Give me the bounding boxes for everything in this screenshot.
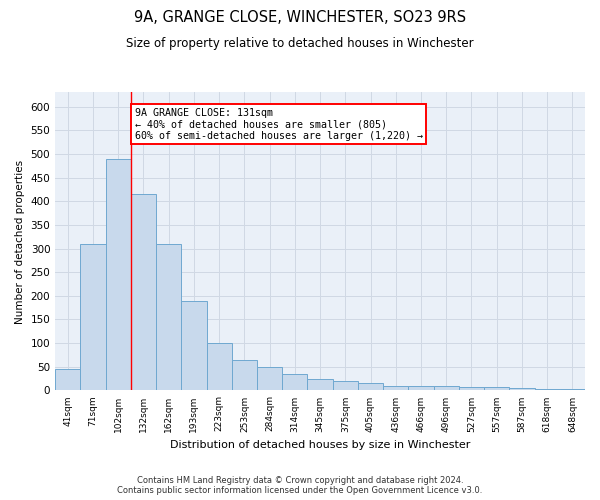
Text: 9A, GRANGE CLOSE, WINCHESTER, SO23 9RS: 9A, GRANGE CLOSE, WINCHESTER, SO23 9RS <box>134 10 466 25</box>
Bar <box>409 386 434 390</box>
X-axis label: Distribution of detached houses by size in Winchester: Distribution of detached houses by size … <box>170 440 470 450</box>
Bar <box>484 387 509 390</box>
Bar <box>434 386 459 390</box>
Bar <box>307 378 332 390</box>
Text: 9A GRANGE CLOSE: 131sqm
← 40% of detached houses are smaller (805)
60% of semi-d: 9A GRANGE CLOSE: 131sqm ← 40% of detache… <box>134 108 422 141</box>
Bar <box>535 388 560 390</box>
Bar <box>509 388 535 390</box>
Bar <box>106 158 131 390</box>
Text: Size of property relative to detached houses in Winchester: Size of property relative to detached ho… <box>126 38 474 51</box>
Bar <box>560 389 585 390</box>
Bar <box>206 343 232 390</box>
Bar <box>232 360 257 390</box>
Bar <box>459 386 484 390</box>
Bar <box>358 384 383 390</box>
Y-axis label: Number of detached properties: Number of detached properties <box>15 160 25 324</box>
Bar <box>80 244 106 390</box>
Bar <box>332 381 358 390</box>
Bar <box>156 244 181 390</box>
Bar <box>181 300 206 390</box>
Bar <box>131 194 156 390</box>
Bar <box>383 386 409 390</box>
Bar <box>282 374 307 390</box>
Bar <box>257 367 282 390</box>
Bar <box>55 369 80 390</box>
Text: Contains HM Land Registry data © Crown copyright and database right 2024.
Contai: Contains HM Land Registry data © Crown c… <box>118 476 482 495</box>
